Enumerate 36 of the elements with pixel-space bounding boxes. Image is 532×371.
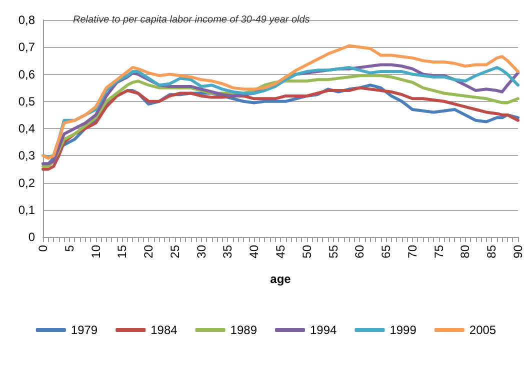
x-axis-title: age xyxy=(270,272,292,286)
y-tick-label: 0,2 xyxy=(18,176,36,190)
x-tick-label: 15 xyxy=(115,244,130,258)
legend-label: 1984 xyxy=(150,323,178,337)
y-tick-label: 0,4 xyxy=(18,122,36,136)
legend-label: 1994 xyxy=(310,323,338,337)
x-tick-label: 60 xyxy=(352,244,367,258)
x-tick-label: 25 xyxy=(168,244,182,258)
y-tick-label: 0,6 xyxy=(18,67,36,82)
x-tick-label: 80 xyxy=(458,244,472,258)
x-tick-label: 90 xyxy=(511,244,525,258)
x-tick-label: 85 xyxy=(484,244,499,258)
y-tick-label: 0,7 xyxy=(18,40,36,54)
y-tick-label: 0,3 xyxy=(18,148,36,163)
x-tick-label: 30 xyxy=(194,244,208,258)
legend-label: 1999 xyxy=(390,323,417,337)
legend-label: 1979 xyxy=(70,323,98,337)
chart-title: Relative to per capita labor income of 30-49 year olds xyxy=(73,14,310,26)
x-tick-label: 40 xyxy=(247,244,262,258)
x-tick-label: 20 xyxy=(142,244,156,258)
x-tick-label: 5 xyxy=(62,244,76,252)
y-tick-label: 0,8 xyxy=(18,13,36,27)
x-tick-label: 55 xyxy=(326,244,340,258)
x-tick-label: 35 xyxy=(220,244,235,258)
x-tick-label: 50 xyxy=(300,244,314,258)
x-tick-label: 70 xyxy=(405,244,420,258)
legend-label: 1989 xyxy=(230,323,258,337)
line-series xyxy=(42,44,520,160)
x-tick-label: 75 xyxy=(432,244,446,258)
x-tick-label: 45 xyxy=(274,244,288,258)
legend-label: 2005 xyxy=(469,323,496,337)
y-tick-label: 0,5 xyxy=(18,94,36,108)
x-tick-label: 0 xyxy=(36,244,50,252)
y-tick-label: 0,1 xyxy=(18,202,36,217)
x-tick-label: 10 xyxy=(88,244,103,258)
x-tick-label: 65 xyxy=(379,244,394,258)
